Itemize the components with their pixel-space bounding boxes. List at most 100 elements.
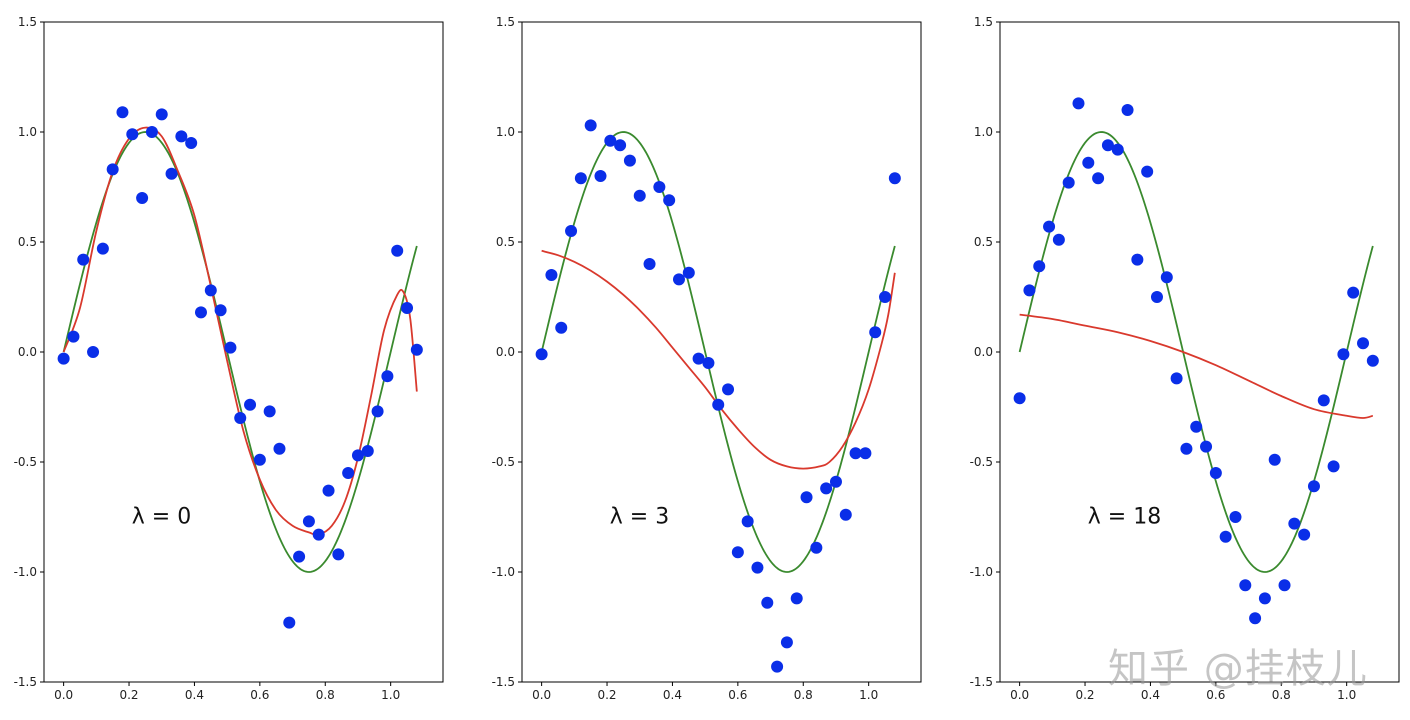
watermark: 知乎 @挂枝儿 bbox=[1108, 646, 1368, 692]
data-point bbox=[1327, 460, 1340, 473]
x-tick-label: 0.6 bbox=[728, 688, 747, 702]
data-point bbox=[87, 346, 100, 358]
data-point bbox=[545, 269, 558, 281]
y-tick-label: 1.5 bbox=[496, 15, 515, 29]
lambda-annotation: λ = 0 bbox=[132, 505, 191, 530]
data-point bbox=[535, 348, 548, 361]
data-point bbox=[800, 491, 813, 504]
y-tick-label: 1.0 bbox=[18, 125, 37, 139]
data-point bbox=[1033, 260, 1046, 273]
data-point bbox=[165, 167, 178, 180]
x-tick-label: 0.8 bbox=[316, 688, 335, 702]
data-point bbox=[869, 326, 882, 339]
x-tick-label: 0.2 bbox=[119, 688, 138, 702]
data-point bbox=[410, 343, 423, 356]
data-point bbox=[244, 398, 257, 411]
data-point bbox=[1209, 467, 1222, 479]
data-point bbox=[692, 352, 705, 365]
y-tick-label: 1.5 bbox=[974, 15, 993, 29]
axes-frame bbox=[43, 21, 444, 683]
data-point bbox=[672, 273, 685, 286]
data-point bbox=[106, 163, 119, 176]
data-point bbox=[584, 119, 597, 132]
x-tick-label: 1.0 bbox=[381, 688, 400, 702]
data-point bbox=[332, 548, 345, 561]
y-tick-label: -0.5 bbox=[14, 455, 37, 469]
data-point bbox=[224, 341, 237, 354]
data-point bbox=[574, 172, 587, 185]
x-tick-label: 0.8 bbox=[1272, 688, 1291, 702]
data-point bbox=[1072, 97, 1085, 110]
data-point bbox=[185, 137, 198, 149]
fitted-curve bbox=[1019, 313, 1374, 419]
data-point bbox=[1170, 372, 1183, 385]
data-point bbox=[96, 242, 109, 255]
data-point bbox=[234, 412, 247, 424]
data-point bbox=[1298, 528, 1311, 541]
data-point bbox=[1278, 579, 1291, 592]
data-point bbox=[702, 357, 715, 369]
data-point bbox=[790, 592, 803, 605]
data-point bbox=[1023, 284, 1036, 297]
data-point bbox=[1013, 392, 1026, 405]
data-point bbox=[623, 154, 636, 167]
data-point bbox=[1082, 156, 1095, 169]
data-point bbox=[1141, 165, 1154, 178]
data-point bbox=[1288, 517, 1301, 530]
data-point bbox=[1190, 420, 1203, 433]
data-point bbox=[1347, 286, 1360, 299]
y-tick-label: -0.5 bbox=[970, 455, 993, 469]
x-tick-label: 0.0 bbox=[1010, 688, 1029, 702]
data-point bbox=[1307, 480, 1320, 493]
data-point bbox=[741, 515, 754, 528]
true-sine-curve bbox=[62, 131, 418, 573]
subplot-lambda-3: 0.0 0.2 0.4 0.6 0.8 1.0 -1.5 -1.0 -0.5 0.0 0.5 1.0 1… bbox=[492, 15, 922, 702]
data-point bbox=[879, 291, 892, 303]
y-tick-label: -1.0 bbox=[492, 565, 515, 579]
data-point bbox=[643, 258, 656, 270]
data-point bbox=[633, 189, 646, 202]
data-point bbox=[839, 508, 852, 521]
data-point bbox=[594, 170, 607, 182]
x-tick-label: 0.6 bbox=[1206, 688, 1225, 702]
data-point bbox=[77, 253, 90, 266]
data-point bbox=[263, 405, 276, 418]
x-tick-label: 1.0 bbox=[859, 688, 878, 702]
axes-frame bbox=[521, 21, 922, 683]
data-point bbox=[712, 398, 725, 411]
data-point bbox=[731, 546, 744, 559]
data-point bbox=[1258, 592, 1271, 605]
x-tick-label: 0.4 bbox=[185, 688, 204, 702]
data-point bbox=[204, 284, 217, 297]
data-point bbox=[859, 447, 872, 460]
data-point bbox=[653, 181, 666, 193]
data-point bbox=[322, 484, 335, 497]
data-point bbox=[1180, 442, 1193, 455]
data-point bbox=[57, 352, 70, 365]
data-point bbox=[1268, 453, 1281, 466]
data-point bbox=[342, 467, 355, 479]
y-tick-label: -1.5 bbox=[14, 675, 37, 689]
data-point bbox=[401, 302, 414, 314]
data-point bbox=[780, 636, 793, 649]
data-point bbox=[116, 106, 129, 119]
true-sine-curve bbox=[540, 131, 896, 573]
data-point bbox=[351, 449, 364, 462]
data-point bbox=[155, 108, 168, 121]
y-tick-label: -1.5 bbox=[970, 675, 993, 689]
data-point bbox=[751, 561, 764, 574]
data-point bbox=[761, 596, 774, 609]
x-tick-label: 0.4 bbox=[663, 688, 682, 702]
fitted-curve bbox=[541, 249, 896, 470]
subplot-lambda-0: 0.0 0.2 0.4 0.6 0.8 1.0 -1.5 -1.0 -0.5 0.0 0.5 1.0 1… bbox=[14, 15, 444, 702]
data-point bbox=[293, 550, 306, 563]
x-tick-label: 1.0 bbox=[1337, 688, 1356, 702]
data-point bbox=[614, 139, 627, 152]
y-tick-label: -1.5 bbox=[492, 675, 515, 689]
data-point bbox=[1121, 104, 1134, 116]
x-tick-label: 0.2 bbox=[1075, 688, 1094, 702]
data-point bbox=[1111, 143, 1124, 156]
data-point bbox=[273, 442, 286, 455]
data-point bbox=[302, 515, 315, 528]
